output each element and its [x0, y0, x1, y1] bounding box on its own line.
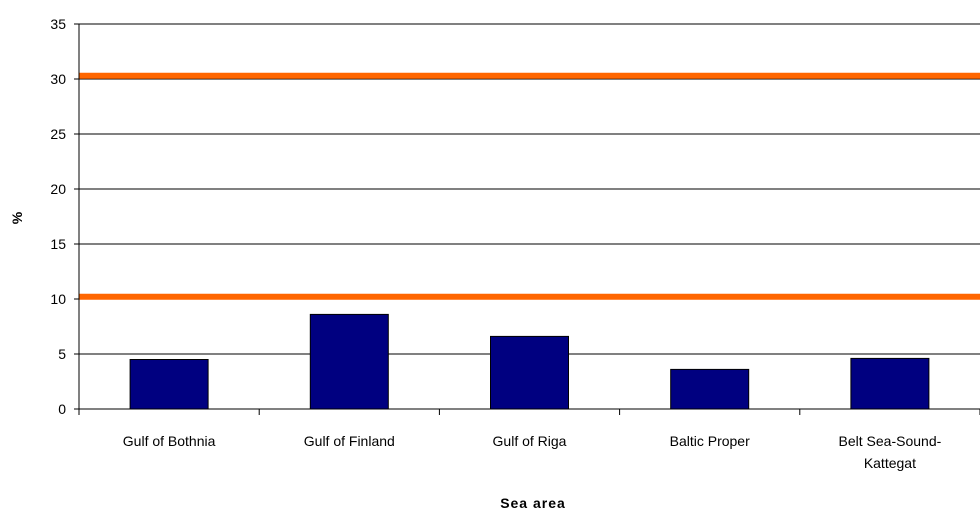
- y-tick-label: 15: [50, 236, 66, 252]
- y-tick-label: 10: [50, 291, 66, 307]
- x-tick-label: Belt Sea-Sound-: [839, 433, 942, 449]
- bar: [670, 368, 750, 410]
- bar: [850, 357, 930, 410]
- axes: [74, 23, 980, 415]
- x-tick-label: Gulf of Riga: [493, 433, 567, 449]
- bar: [129, 359, 209, 410]
- bar: [490, 335, 569, 410]
- x-tick-label: Gulf of Finland: [304, 433, 395, 449]
- reference-lines: [79, 72, 980, 300]
- x-tick-label: Kattegat: [864, 455, 916, 471]
- y-tick-label: 25: [50, 126, 66, 142]
- y-tick-label: 5: [58, 346, 66, 362]
- y-tick-label: 30: [50, 71, 66, 87]
- y-axis-title: %: [9, 211, 25, 224]
- y-tick-label: 20: [50, 181, 66, 197]
- y-tick-labels: 0 5 10 15 20 25 30 35: [50, 16, 66, 417]
- x-axis-title: Sea area: [500, 495, 566, 511]
- bar: [309, 313, 389, 410]
- x-tick-label: Gulf of Bothnia: [123, 433, 216, 449]
- x-tick-labels: Gulf of Bothnia Gulf of Finland Gulf of Ri…: [123, 433, 942, 471]
- y-tick-label: 0: [58, 401, 66, 417]
- bars: [129, 313, 930, 410]
- x-tick-label: Baltic Proper: [670, 433, 750, 449]
- y-tick-label: 35: [50, 16, 66, 32]
